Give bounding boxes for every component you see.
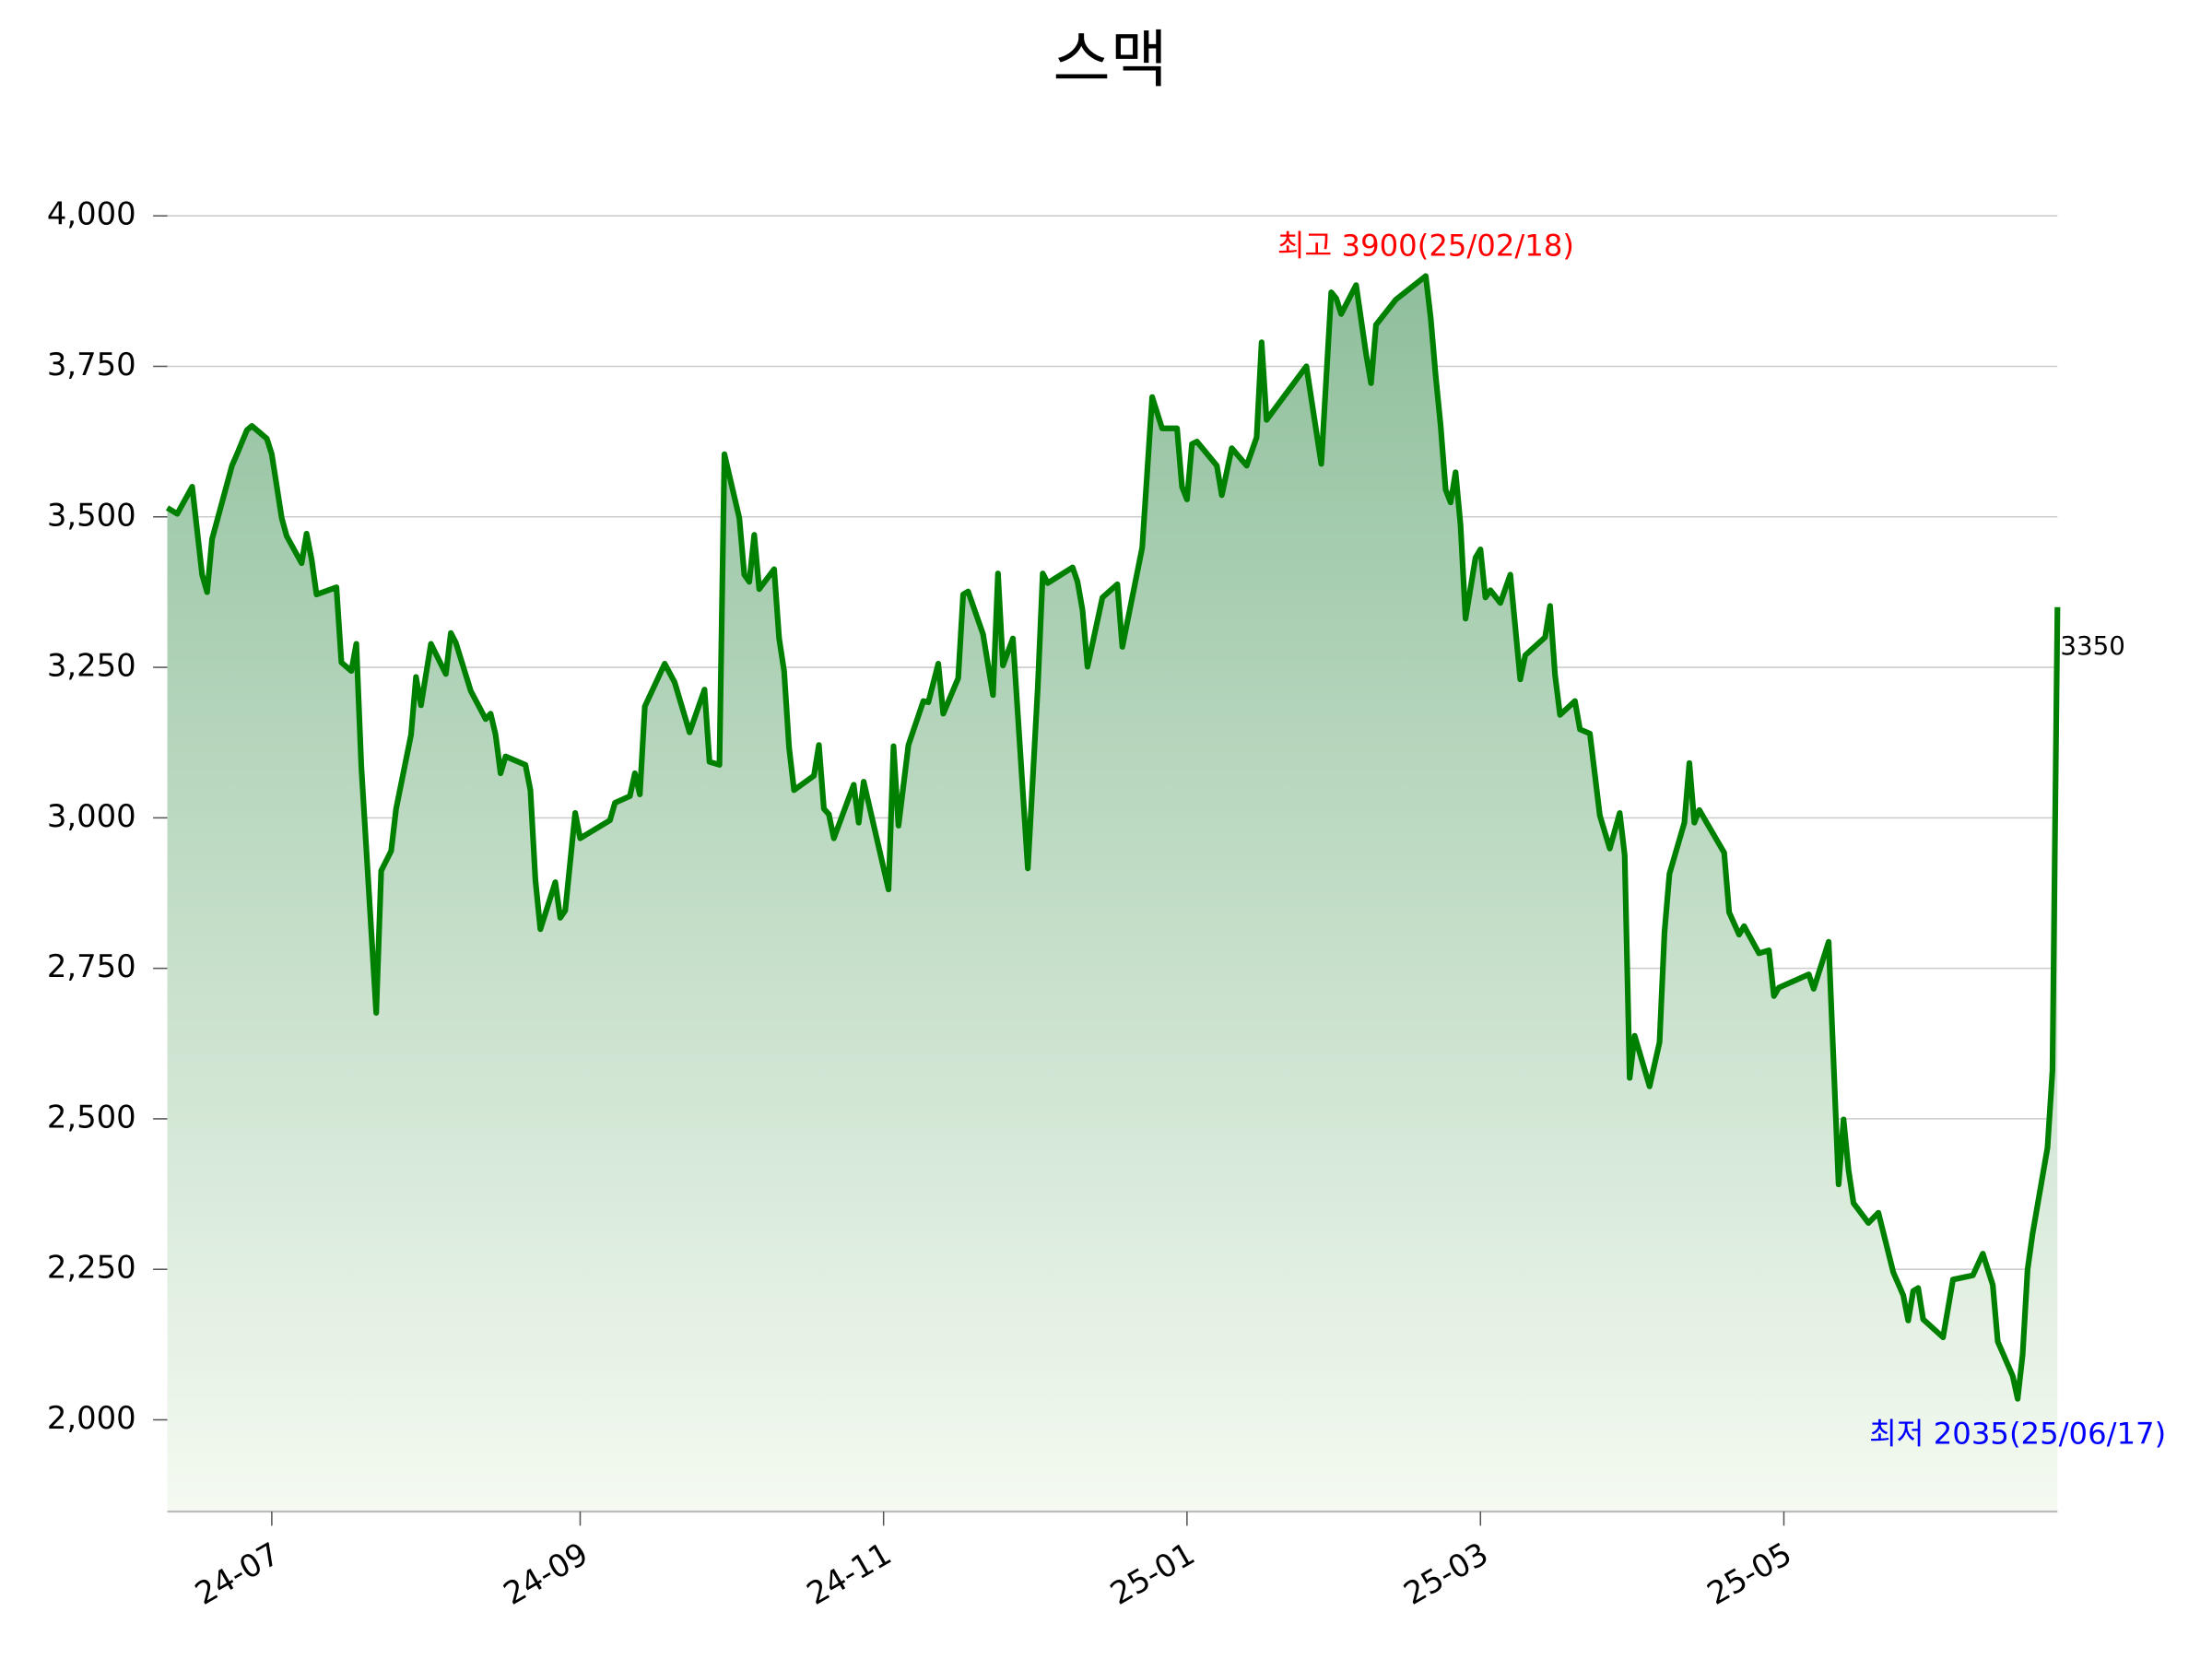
price-line xyxy=(165,273,2061,1402)
y-tick-label: 3,500 xyxy=(47,497,136,533)
x-tick-label: 25-01 xyxy=(1104,1535,1201,1612)
y-tick-label: 3,750 xyxy=(47,347,136,382)
x-tick-label: 24-07 xyxy=(189,1535,286,1612)
area-fill xyxy=(167,276,2058,1511)
annotation: 최고 3900(25/02/18) xyxy=(1277,229,1574,264)
x-tick-label: 24-09 xyxy=(498,1535,594,1612)
last-value-label: 3350 xyxy=(2060,630,2124,661)
y-tick-label: 3,000 xyxy=(47,798,136,834)
y-tick-label: 2,500 xyxy=(47,1099,136,1135)
y-tick-label: 4,000 xyxy=(47,196,136,232)
y-tick-label: 2,750 xyxy=(47,948,136,984)
x-tick-label: 25-05 xyxy=(1701,1535,1798,1612)
y-tick-label: 2,250 xyxy=(47,1250,136,1286)
chart-title: 스맥 xyxy=(1053,23,1168,96)
y-tick-label: 3,250 xyxy=(47,648,136,684)
x-tick-label: 25-03 xyxy=(1398,1535,1495,1612)
y-tick-label: 2,000 xyxy=(47,1400,136,1436)
annotation: 최저 2035(25/06/17) xyxy=(1869,1417,2166,1452)
x-tick-label: 24-11 xyxy=(801,1535,898,1612)
